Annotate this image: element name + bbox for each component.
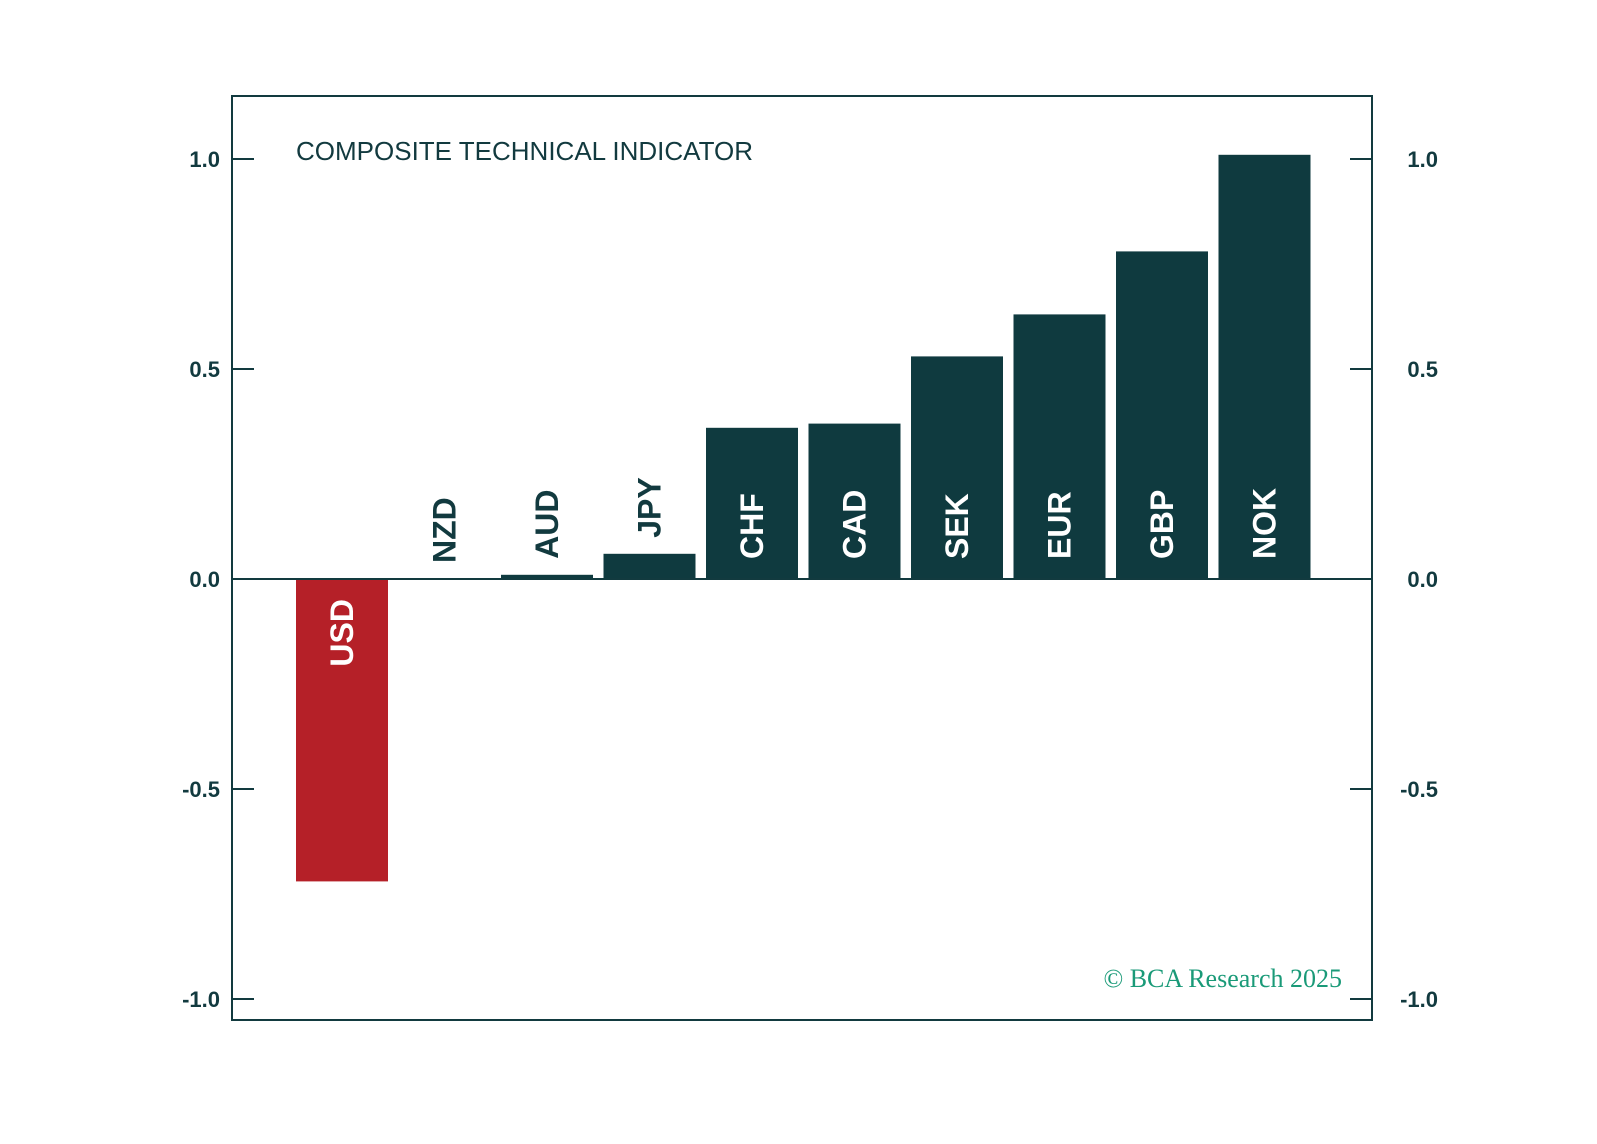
y-tick-label-left: 0.5: [189, 357, 220, 382]
bar-aud: [501, 574, 593, 579]
bar-label-jpy: JPY: [632, 477, 668, 537]
y-tick-label-right: -0.5: [1400, 777, 1438, 802]
y-tick-label-left: 0.0: [189, 567, 220, 592]
plot-frame: [231, 95, 1373, 1021]
bar-label-aud: AUD: [529, 489, 565, 558]
bar-eur: [1013, 314, 1106, 579]
y-tick-label-left: -1.0: [182, 987, 220, 1012]
bar-label-nok: NOK: [1247, 488, 1283, 559]
chart-title: COMPOSITE TECHNICAL INDICATOR: [296, 136, 753, 166]
bar-label-usd: USD: [324, 599, 360, 667]
bar-gbp: [1116, 251, 1208, 579]
bar-cad: [808, 423, 901, 579]
bar-nok: [1218, 154, 1311, 580]
copyright-credit: © BCA Research 2025: [1103, 964, 1342, 993]
bars: USD NZD AUD JPY CHF CAD SEK EUR GBP NOK: [296, 154, 1311, 882]
bar-sek: [911, 356, 1003, 579]
y-tick-label-right: 0.5: [1407, 357, 1438, 382]
y-tick-label-right: 1.0: [1407, 147, 1438, 172]
y-tick-label-left: 1.0: [189, 147, 220, 172]
bar-label-chf: CHF: [734, 493, 770, 559]
bar-label-cad: CAD: [837, 490, 873, 559]
bar-label-nzd: NZD: [427, 497, 463, 563]
y-axis-left: 1.0 0.5 0.0 -0.5 -1.0: [182, 147, 254, 1012]
bar-chf: [706, 427, 798, 579]
bar-label-eur: EUR: [1042, 491, 1078, 559]
y-tick-label-right: -1.0: [1400, 987, 1438, 1012]
bar-label-sek: SEK: [939, 493, 975, 559]
y-tick-label-right: 0.0: [1407, 567, 1438, 592]
bar-jpy: [603, 553, 696, 579]
bar-label-gbp: GBP: [1144, 490, 1180, 559]
y-tick-label-left: -0.5: [182, 777, 220, 802]
y-axis-right: 1.0 0.5 0.0 -0.5 -1.0: [1350, 147, 1438, 1012]
bar-usd: [296, 579, 388, 882]
